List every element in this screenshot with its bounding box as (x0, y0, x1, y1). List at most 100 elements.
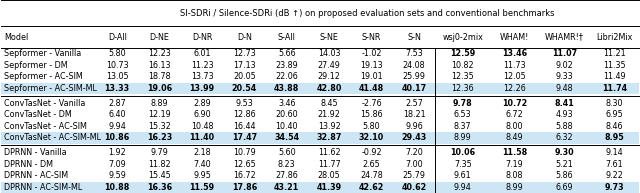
Text: 3.46: 3.46 (278, 99, 296, 108)
Text: D-N: D-N (237, 33, 252, 42)
Text: 9.94: 9.94 (108, 122, 126, 131)
Text: Sepformer - AC-SIM-ML: Sepformer - AC-SIM-ML (4, 84, 97, 93)
Text: 10.73: 10.73 (106, 61, 129, 70)
Text: wsj0-2mix: wsj0-2mix (442, 33, 483, 42)
Text: -2.76: -2.76 (362, 99, 382, 108)
Text: 17.47: 17.47 (232, 133, 257, 142)
Text: 25.79: 25.79 (403, 171, 426, 180)
Text: 43.21: 43.21 (274, 183, 300, 192)
Text: 42.80: 42.80 (317, 84, 342, 93)
Text: 7.40: 7.40 (193, 160, 211, 169)
Text: ConvTasNet - AC-SIM: ConvTasNet - AC-SIM (4, 122, 86, 131)
Text: 11.07: 11.07 (552, 49, 577, 58)
Text: 15.32: 15.32 (148, 122, 171, 131)
Text: 6.40: 6.40 (108, 110, 126, 119)
Text: 9.48: 9.48 (556, 84, 573, 93)
Text: 15.45: 15.45 (148, 171, 171, 180)
Text: 13.33: 13.33 (104, 84, 130, 93)
Text: 17.13: 17.13 (233, 61, 256, 70)
Text: DPRNN - AC-SIM: DPRNN - AC-SIM (4, 171, 68, 180)
Text: 6.69: 6.69 (556, 183, 573, 192)
Text: 13.73: 13.73 (191, 72, 213, 81)
Text: S-NR: S-NR (362, 33, 381, 42)
Text: 7.09: 7.09 (108, 160, 126, 169)
Text: WHAM!: WHAM! (500, 33, 529, 42)
Text: 19.13: 19.13 (360, 61, 383, 70)
Text: 5.21: 5.21 (556, 160, 573, 169)
Text: S-All: S-All (278, 33, 296, 42)
Text: 2.87: 2.87 (108, 99, 126, 108)
Text: 12.65: 12.65 (233, 160, 256, 169)
Text: 9.14: 9.14 (605, 148, 623, 157)
Text: 20.60: 20.60 (275, 110, 298, 119)
Text: Sepformer - Vanilla: Sepformer - Vanilla (4, 49, 81, 58)
Text: 2.18: 2.18 (193, 148, 211, 157)
Text: 9.79: 9.79 (150, 148, 168, 157)
Text: 8.89: 8.89 (151, 99, 168, 108)
Text: 10.82: 10.82 (451, 61, 474, 70)
Text: 5.80: 5.80 (363, 122, 380, 131)
Text: 40.62: 40.62 (401, 183, 427, 192)
Text: ConvTasNet - DM: ConvTasNet - DM (4, 110, 72, 119)
Text: 7.19: 7.19 (506, 160, 524, 169)
Text: 16.23: 16.23 (147, 133, 172, 142)
Text: DPRNN - DM: DPRNN - DM (4, 160, 53, 169)
Text: 9.59: 9.59 (108, 171, 126, 180)
Text: 24.78: 24.78 (360, 171, 383, 180)
Text: 29.43: 29.43 (401, 133, 427, 142)
Text: S-N: S-N (407, 33, 421, 42)
Text: 13.92: 13.92 (318, 122, 340, 131)
Text: -0.92: -0.92 (362, 148, 382, 157)
Text: 8.99: 8.99 (506, 183, 524, 192)
Text: 15.86: 15.86 (360, 110, 383, 119)
Text: 11.49: 11.49 (603, 72, 626, 81)
Text: 7.00: 7.00 (405, 160, 423, 169)
Text: 7.61: 7.61 (605, 160, 623, 169)
Text: 12.23: 12.23 (148, 49, 171, 58)
Text: 43.88: 43.88 (274, 84, 300, 93)
Text: 10.79: 10.79 (233, 148, 256, 157)
Text: 8.45: 8.45 (321, 99, 338, 108)
Text: 9.73: 9.73 (605, 183, 624, 192)
Text: 2.57: 2.57 (405, 99, 423, 108)
Text: S-NE: S-NE (320, 33, 339, 42)
Text: 41.48: 41.48 (359, 84, 384, 93)
Text: 24.08: 24.08 (403, 61, 426, 70)
Text: 32.87: 32.87 (317, 133, 342, 142)
Text: 16.36: 16.36 (147, 183, 172, 192)
Text: 11.21: 11.21 (603, 49, 626, 58)
Text: 9.78: 9.78 (453, 99, 472, 108)
Text: 11.62: 11.62 (318, 148, 340, 157)
Text: 9.94: 9.94 (454, 183, 472, 192)
Text: Sepformer - AC-SIM: Sepformer - AC-SIM (4, 72, 83, 81)
Bar (1, 83, 639, 94)
Text: 5.88: 5.88 (556, 122, 573, 131)
Text: ConvTasNet - Vanilla: ConvTasNet - Vanilla (4, 99, 85, 108)
Text: D-NE: D-NE (150, 33, 170, 42)
Text: 20.05: 20.05 (233, 72, 256, 81)
Text: 10.48: 10.48 (191, 122, 213, 131)
Text: 6.95: 6.95 (605, 110, 623, 119)
Text: 12.05: 12.05 (503, 72, 526, 81)
Text: 11.73: 11.73 (504, 61, 526, 70)
Text: 27.86: 27.86 (275, 171, 298, 180)
Text: 8.30: 8.30 (605, 99, 623, 108)
Text: 41.39: 41.39 (317, 183, 342, 192)
Text: 8.46: 8.46 (605, 122, 623, 131)
Text: 9.95: 9.95 (193, 171, 211, 180)
Text: 16.13: 16.13 (148, 61, 171, 70)
Text: 23.89: 23.89 (275, 61, 298, 70)
Text: 12.73: 12.73 (233, 49, 256, 58)
Text: Sepformer - DM: Sepformer - DM (4, 61, 67, 70)
Text: 18.78: 18.78 (148, 72, 171, 81)
Bar (1, 132, 639, 144)
Text: 18.21: 18.21 (403, 110, 426, 119)
Text: 11.74: 11.74 (602, 84, 627, 93)
Text: 12.86: 12.86 (233, 110, 256, 119)
Text: 8.23: 8.23 (278, 160, 296, 169)
Text: 14.03: 14.03 (318, 49, 340, 58)
Text: 8.99: 8.99 (454, 133, 472, 142)
Text: Model: Model (4, 33, 28, 42)
Text: WHAMR!†: WHAMR!† (545, 33, 584, 42)
Text: 8.95: 8.95 (604, 133, 624, 142)
